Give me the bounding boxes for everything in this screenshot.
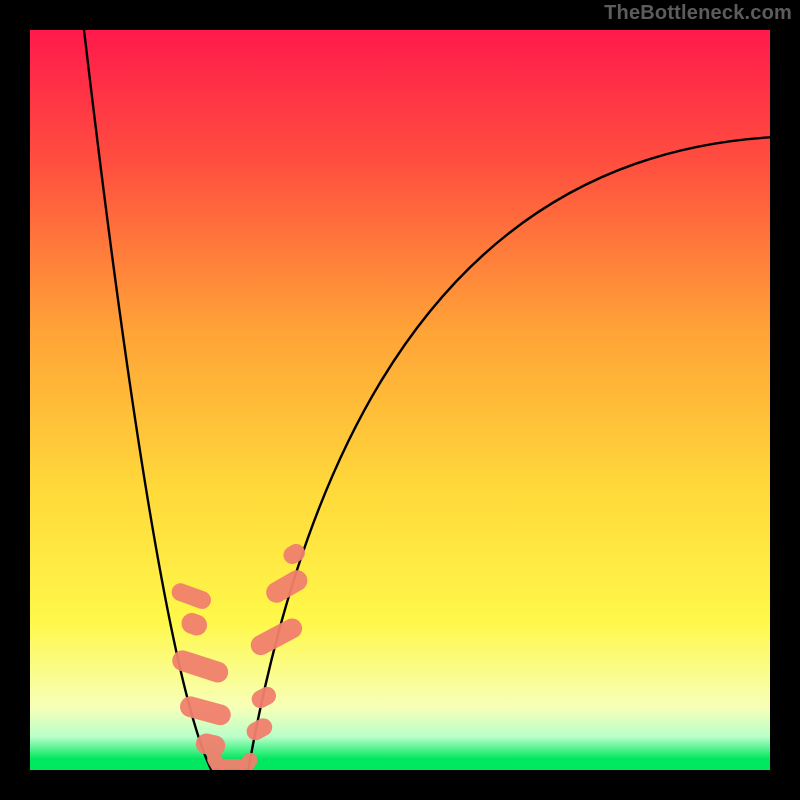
chart-frame: TheBottleneck.com [0, 0, 800, 800]
gradient-background [30, 30, 770, 770]
v-curve-chart [30, 30, 770, 770]
watermark-text: TheBottleneck.com [604, 2, 792, 25]
plot-area [30, 30, 770, 770]
